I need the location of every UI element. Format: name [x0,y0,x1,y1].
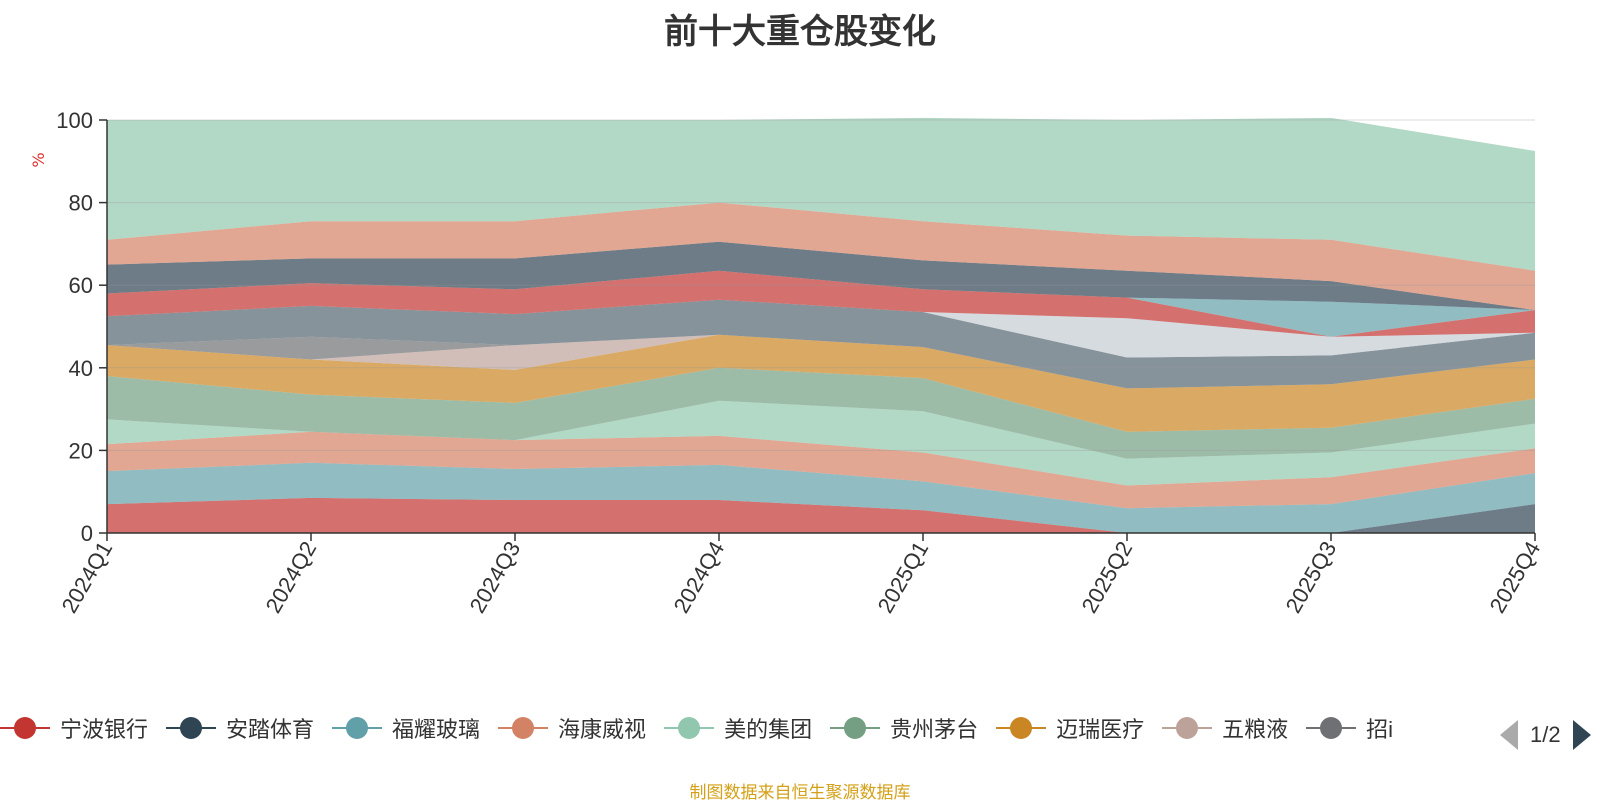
area-series-10 [107,299,1535,358]
area-series-4 [107,400,1535,486]
y-tick-label: 0 [81,521,93,546]
legend-marker-icon [0,716,50,740]
chart-title: 前十大重仓股变化 [664,13,936,51]
y-tick-label: 40 [69,356,93,381]
legend-label: 美的集团 [724,717,813,742]
area-series-0 [107,497,1535,533]
stacked-area-chart: 0 20 40 60 80 100 2024Q1 2024Q2 2024Q3 2024Q4 2025… [29,108,1546,617]
legend-item[interactable]: 安踏体育 [166,712,314,744]
legend-marker-icon [1306,716,1357,740]
y-tick-label: 20 [69,438,93,463]
areas-layer [107,117,1535,533]
y-axis-label: % [29,152,48,167]
area-series-2 [107,462,1535,533]
x-tick-label: 2024Q3 [465,537,526,617]
x-tick-label: 2024Q2 [261,537,322,617]
area-series-6 [107,334,1535,432]
legend-item[interactable]: 迈瑞医疗 [996,712,1144,744]
x-tick-label: 2025Q4 [1485,537,1546,617]
legend-item[interactable]: 美的集团 [664,712,812,744]
y-tick-label: 60 [69,273,93,298]
legend-label: 福耀玻璃 [392,717,481,742]
legend-item[interactable]: 海康威视 [498,712,646,744]
legend-label: 宁波银行 [60,717,149,742]
legend-marker-icon [830,716,881,740]
legend-item[interactable]: 招i [1306,712,1393,744]
legend-marker-icon [332,716,383,740]
x-tick-label: 2025Q3 [1281,537,1342,617]
legend-marker-icon [996,716,1047,740]
area-series-11 [107,270,1535,337]
y-tick-label: 80 [69,191,93,216]
area-series-14 [107,202,1535,310]
y-tick-label: 100 [56,108,93,133]
legend: 宁波银行 安踏体育 福耀玻璃 海康威视 美的集团 贵州茅台 迈瑞医疗 五粮液 招i [0,712,1475,752]
legend-item[interactable]: 宁波银行 [0,712,148,744]
legend-pager: 1/2 [1500,718,1591,752]
legend-label: 迈瑞医疗 [1056,717,1145,742]
legend-label: 招i [1366,717,1394,742]
legend-marker-icon [1162,716,1213,740]
legend-label: 五粮液 [1222,717,1289,742]
legend-item[interactable]: 福耀玻璃 [332,712,480,744]
area-series-8 [107,334,1535,389]
pager-label: 1/2 [1530,722,1561,747]
legend-marker-icon [498,716,549,740]
area-series-5 [107,367,1535,459]
source-note: 制图数据来自恒生聚源数据库 [689,783,911,802]
legend-item[interactable]: 五粮液 [1162,712,1288,744]
legend-marker-icon [664,716,715,740]
legend-label: 海康威视 [558,717,647,742]
pager-prev-icon[interactable] [1500,720,1518,750]
area-series-13 [107,241,1535,310]
x-tick-label: 2024Q4 [669,537,730,617]
x-tick-label: 2025Q1 [873,537,934,617]
legend-label: 贵州茅台 [890,717,979,742]
x-tick-label: 2025Q2 [1077,537,1138,617]
legend-marker-icon [166,716,217,740]
area-series-9 [107,299,1535,389]
area-series-3 [107,431,1535,509]
pager-next-icon[interactable] [1572,720,1591,750]
area-series-7 [107,334,1535,389]
area-series-12 [107,270,1535,337]
legend-item[interactable]: 贵州茅台 [830,712,978,744]
area-series-15 [107,117,1535,271]
legend-label: 安踏体育 [226,717,315,742]
x-tick-label: 2024Q1 [57,537,118,617]
area-series-1 [107,497,1535,533]
